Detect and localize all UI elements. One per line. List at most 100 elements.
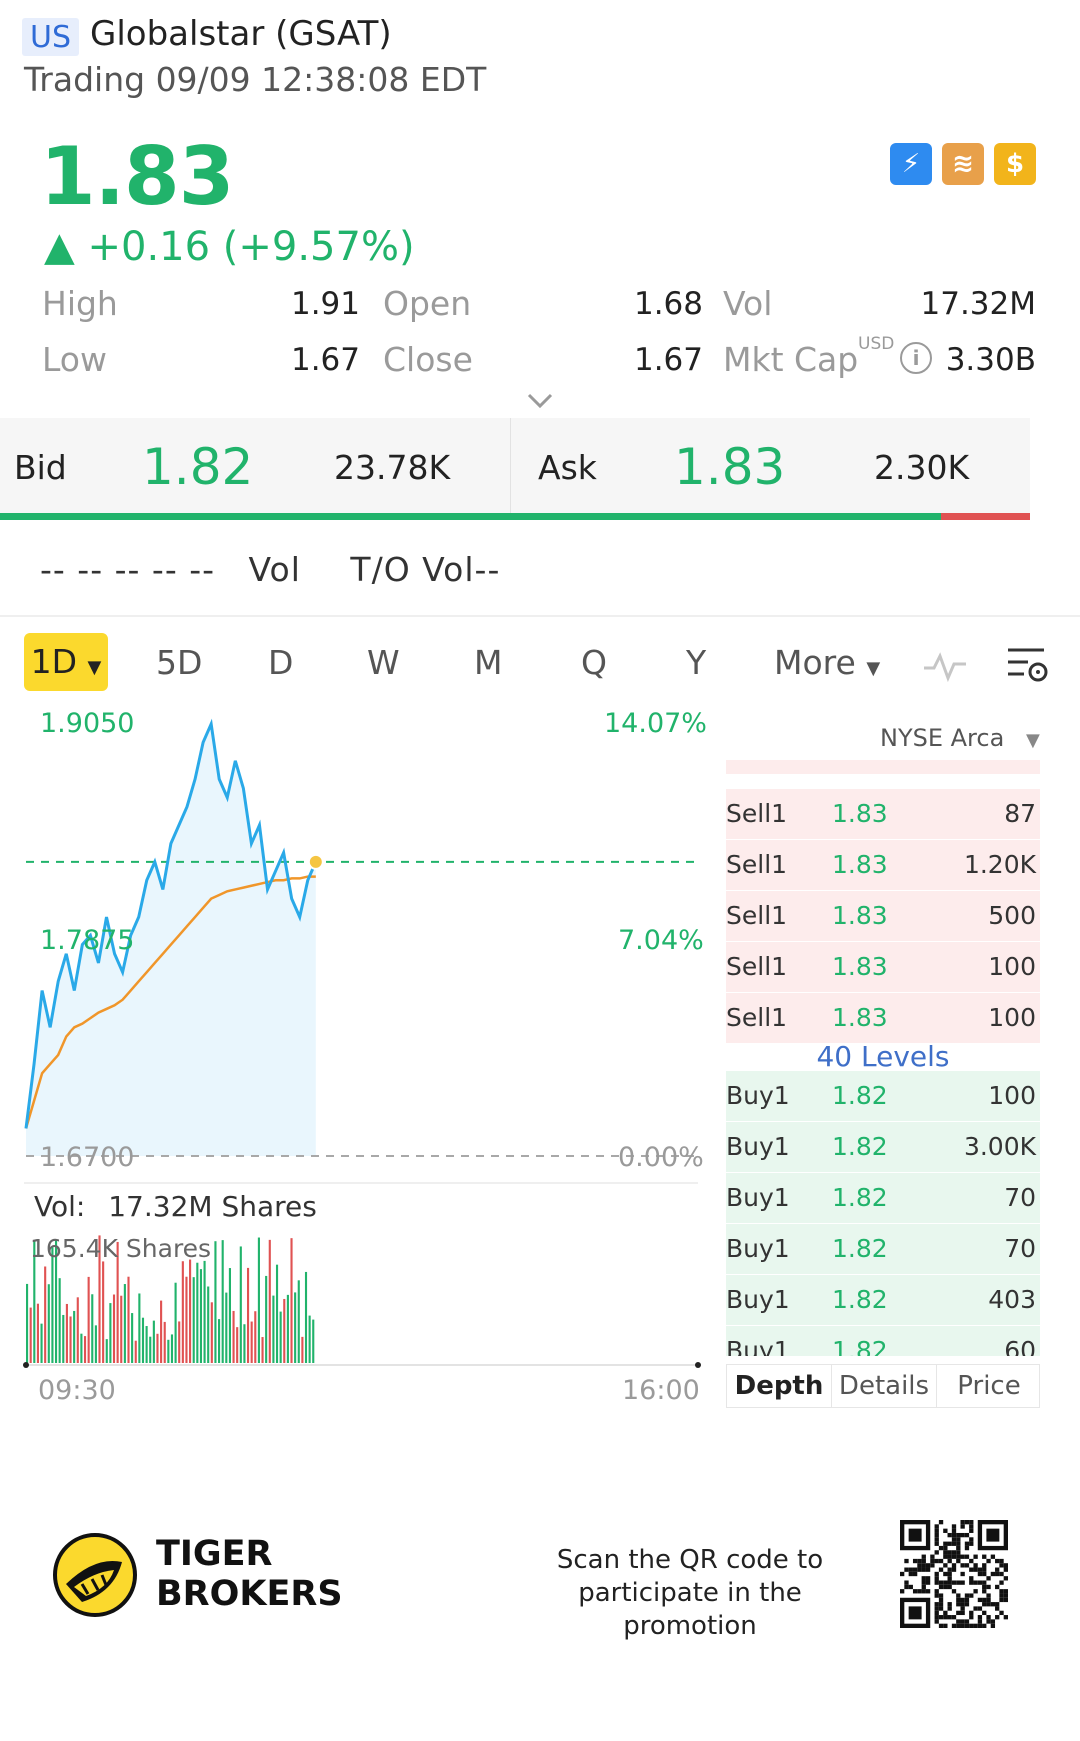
qr-module	[977, 1571, 983, 1577]
qr-module	[943, 1623, 948, 1628]
sell-order-row[interactable]: Sell1 1.83 100	[726, 993, 1040, 1043]
vol-label: Vol	[723, 284, 773, 323]
tab-5d[interactable]: 5D	[156, 643, 203, 682]
sell-order-price: 1.83	[832, 850, 888, 879]
dollar-icon[interactable]: $	[994, 143, 1036, 185]
qr-module	[947, 1558, 952, 1564]
buy-order-row[interactable]: Buy1 1.82 100	[726, 1071, 1040, 1121]
qr-module	[947, 1602, 952, 1607]
session-start-dot	[23, 1362, 29, 1368]
tab-depth[interactable]: Depth	[734, 1371, 824, 1401]
bid-ratio-fill	[0, 513, 942, 520]
tab-more[interactable]: More ▼	[774, 643, 880, 682]
tab-details[interactable]: Details	[831, 1365, 937, 1407]
qr-module	[969, 1610, 974, 1616]
qr-module	[934, 1571, 939, 1577]
volume-bar	[102, 1261, 105, 1363]
ask-price: 1.83	[674, 438, 786, 496]
sell-order-row[interactable]: Sell1 1.83 87	[726, 789, 1040, 839]
volume-bar	[286, 1294, 289, 1363]
qr-module	[960, 1520, 965, 1525]
tab-price[interactable]: Price	[957, 1371, 1021, 1401]
tab-y[interactable]: Y	[686, 643, 707, 682]
buy-order-label: Buy1	[726, 1285, 790, 1314]
volume-bar	[207, 1286, 210, 1363]
buy-order-row[interactable]: Buy1 1.82 403	[726, 1275, 1040, 1325]
bid-size: 23.78K	[334, 448, 451, 487]
qr-module	[917, 1589, 922, 1594]
qr-module	[930, 1558, 935, 1564]
tab-1d[interactable]: 1D ▼	[24, 633, 108, 691]
qr-module	[986, 1615, 991, 1620]
qr-module	[934, 1537, 939, 1542]
qr-module	[947, 1606, 952, 1611]
buy-order-row[interactable]: Buy1 1.82 70	[726, 1224, 1040, 1274]
price-change: ▲ +0.16 (+9.57%)	[44, 224, 415, 270]
expand-chevron-icon[interactable]	[526, 392, 554, 410]
levels-toggle[interactable]: 40 Levels	[816, 1040, 950, 1073]
mktcap-value: 3.30B	[945, 342, 1036, 378]
tab-m[interactable]: M	[474, 643, 503, 682]
chart-settings-icon[interactable]	[1006, 645, 1050, 685]
qr-module	[969, 1541, 974, 1546]
sell-order-row[interactable]: Sell1 1.83 500	[726, 891, 1040, 941]
qr-module	[943, 1545, 948, 1551]
qr-module	[960, 1563, 965, 1568]
volume-bar	[116, 1241, 119, 1363]
qr-module	[934, 1615, 939, 1620]
volume-bar	[105, 1339, 108, 1363]
intraday-chart[interactable]	[0, 700, 710, 1390]
buy-order-row[interactable]: Buy1 1.82 70	[726, 1173, 1040, 1223]
qr-module	[943, 1528, 948, 1533]
indicator-icon[interactable]	[922, 650, 968, 682]
volume-bar	[26, 1283, 29, 1363]
qr-module	[986, 1593, 991, 1598]
volume-bar	[243, 1324, 246, 1363]
exchange-selector[interactable]: NYSE Arca ▼	[880, 724, 1040, 752]
qr-module	[977, 1623, 983, 1628]
volume-bar	[228, 1268, 231, 1363]
buy-order-label: Buy1	[726, 1183, 790, 1212]
vol-value: 17.32M	[920, 286, 1037, 322]
qr-module	[986, 1597, 991, 1603]
tab-w[interactable]: W	[367, 643, 400, 682]
qr-module	[951, 1623, 957, 1628]
qr-module	[982, 1563, 987, 1568]
sell-order-row[interactable]: Sell1 1.83 100	[726, 942, 1040, 992]
sell-order-price: 1.83	[832, 952, 888, 981]
qr-module	[947, 1554, 952, 1559]
exchange-caret-icon: ▼	[1025, 730, 1040, 751]
qr-module	[995, 1571, 1000, 1577]
volume-total: 17.32M Shares	[108, 1190, 317, 1223]
qr-module	[995, 1584, 1000, 1590]
buy-order-row[interactable]: Buy1 1.82 60	[726, 1326, 1040, 1356]
qr-module	[956, 1558, 961, 1564]
tovol-row: -- -- -- -- -- Vol T/O Vol--	[40, 550, 500, 589]
lightning-icon[interactable]: ⚡	[890, 143, 932, 185]
qr-module	[943, 1615, 948, 1620]
tab-d[interactable]: D	[268, 643, 294, 682]
mktcap-label: Mkt Cap	[723, 340, 859, 379]
sell-order-row[interactable]: Sell1 1.83 1.20K	[726, 840, 1040, 890]
info-icon[interactable]: i	[900, 342, 932, 374]
qr-module	[999, 1563, 1004, 1568]
qr-module	[921, 1580, 926, 1585]
buy-order-row[interactable]: Buy1 1.82 3.00K	[726, 1122, 1040, 1172]
tab-q[interactable]: Q	[581, 643, 607, 682]
qr-module	[960, 1623, 965, 1628]
qr-module	[960, 1619, 965, 1624]
qr-module	[934, 1580, 939, 1585]
volume-bar	[98, 1235, 101, 1363]
qr-module	[947, 1550, 952, 1555]
volume-bar	[160, 1300, 163, 1363]
layers-icon[interactable]: ≋	[942, 143, 984, 185]
qr-module	[912, 1571, 918, 1577]
qr-module	[938, 1615, 944, 1620]
volume-bar	[33, 1240, 36, 1363]
qr-module	[969, 1576, 974, 1581]
qr-module	[1003, 1593, 1008, 1598]
qr-module	[969, 1537, 974, 1542]
volume-bar	[65, 1303, 68, 1363]
qr-module	[951, 1580, 957, 1585]
qr-finder-core	[986, 1528, 1000, 1542]
